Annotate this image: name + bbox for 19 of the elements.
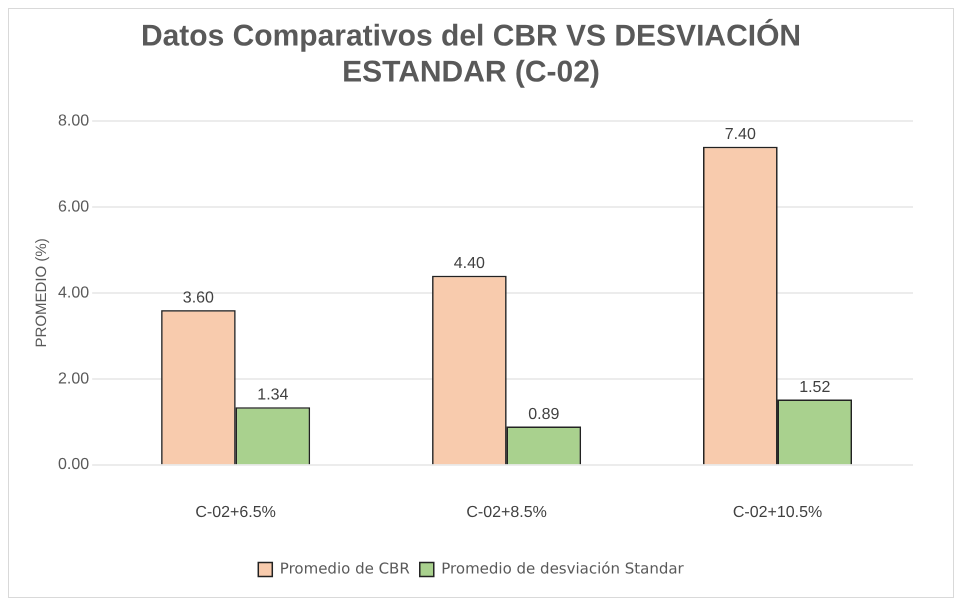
y-tick-label: 6.00 xyxy=(58,198,90,216)
legend-label: Promedio de desviación Standar xyxy=(441,559,685,578)
y-axis-title: PROMEDIO (%) xyxy=(33,238,50,348)
text: ESTANDAR (C-02) xyxy=(342,55,600,88)
text: Datos Comparativos del CBR VS DESVIACIÓN xyxy=(140,19,802,52)
x-tick-label: C-02+6.5% xyxy=(195,504,276,521)
y-tick-label: 8.00 xyxy=(58,112,90,130)
x-tick-label: C-02+10.5% xyxy=(732,504,822,521)
data-label: 1.52 xyxy=(799,378,830,396)
data-label: 0.89 xyxy=(528,406,560,423)
data-label: 4.40 xyxy=(454,255,485,272)
data-label: 1.34 xyxy=(257,386,289,404)
data-label: 7.40 xyxy=(724,126,756,144)
y-tick-label: 2.00 xyxy=(58,370,90,388)
y-tick-label: 0.00 xyxy=(58,456,90,474)
legend-label: Promedio de CBR xyxy=(280,559,410,578)
x-tick-label: C-02+8.5% xyxy=(466,504,547,521)
data-label: 3.60 xyxy=(182,289,214,306)
y-tick-label: 4.00 xyxy=(58,284,90,302)
